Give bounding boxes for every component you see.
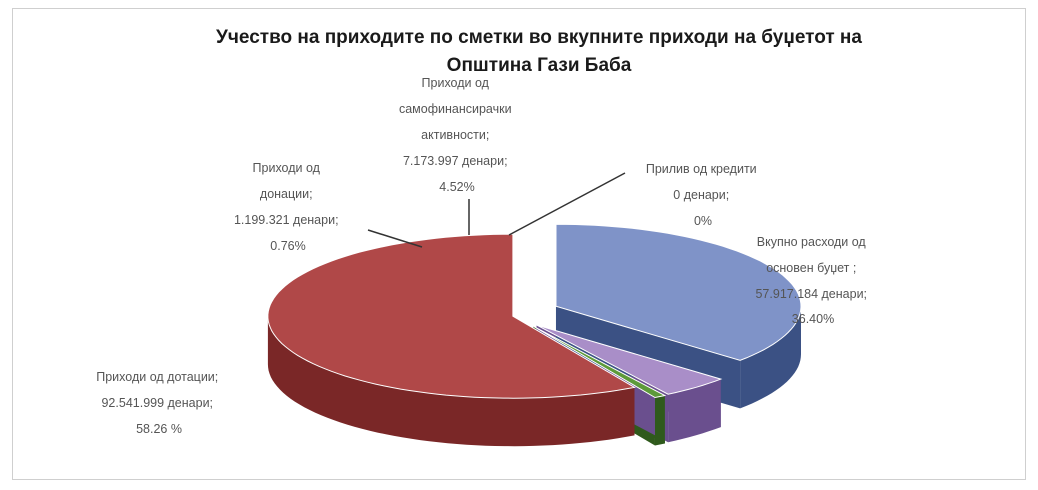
leader-line-credits: [508, 172, 626, 236]
pie-side-donations: [655, 395, 665, 446]
pie-slice-donations: [533, 325, 667, 399]
data-label-basic-budget: Вкупно расходи од основен буџет ; 57.917…: [755, 235, 870, 326]
pie-side-basic-budget: [740, 306, 801, 409]
pie-side-subsidies: [267, 316, 635, 447]
chart-area: Учество на приходите по сметки во вкупни…: [12, 8, 1026, 480]
pie-slice-subsidies: [267, 233, 636, 399]
chart-title-line-1: Учество на приходите по сметки во вкупни…: [216, 27, 862, 48]
pie-slice-self-financing: [536, 324, 723, 395]
data-label-self-financing: Приходи од самофинансирачки активности; …: [399, 76, 515, 194]
data-label-credits: Прилив од кредити 0 денари; 0%: [646, 162, 760, 228]
data-label-donations: Приходи од донации; 1.199.321 денари; 0.…: [234, 161, 342, 253]
chart-title-line-2: Општина Гази Баба: [447, 55, 632, 76]
pie-top-faces: [267, 223, 802, 399]
data-label-subsidies: Приходи од дотации; 92.541.999 денари; 5…: [96, 370, 222, 436]
leader-line-donations: [367, 229, 423, 248]
pie-chart: Учество на приходите по сметки во вкупни…: [96, 27, 870, 447]
data-labels: Вкупно расходи од основен буџет ; 57.917…: [96, 76, 870, 436]
pie-slice-basic-budget: [555, 223, 802, 361]
label-lines: [367, 172, 626, 248]
pie-side-self-financing: [668, 379, 721, 443]
